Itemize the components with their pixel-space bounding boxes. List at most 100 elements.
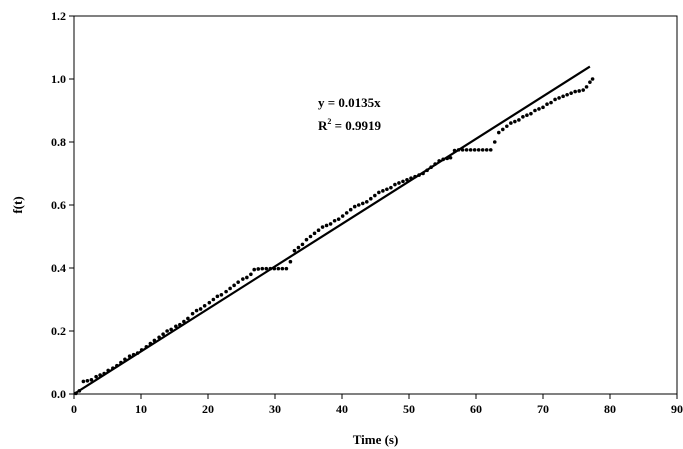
data-point: [421, 171, 425, 176]
data-point: [460, 148, 465, 152]
data-point: [364, 200, 369, 204]
data-point: [186, 316, 190, 321]
data-point: [89, 378, 94, 382]
x-tick-label: 20: [202, 402, 214, 416]
data-point: [312, 231, 317, 236]
data-point: [304, 237, 309, 242]
data-point: [525, 113, 529, 118]
data-point: [320, 225, 325, 229]
data-point: [77, 389, 82, 393]
data-point: [300, 242, 305, 247]
x-tick-label: 80: [604, 402, 616, 416]
data-point: [328, 222, 333, 226]
r-squared-superscript: 2: [327, 117, 331, 126]
data-point: [397, 181, 401, 185]
data-point: [385, 187, 389, 192]
r-squared-label: R2 = 0.9919: [318, 117, 382, 133]
data-point: [194, 308, 199, 313]
data-point: [236, 280, 240, 284]
data-point: [590, 77, 595, 81]
data-point: [157, 335, 161, 340]
data-point: [381, 189, 385, 193]
data-point: [332, 218, 337, 223]
data-point: [182, 319, 186, 324]
data-point: [292, 248, 297, 253]
data-point: [537, 107, 541, 111]
data-point: [256, 267, 261, 271]
data-point: [316, 228, 321, 232]
data-point: [360, 201, 365, 206]
data-point: [517, 118, 521, 122]
data-point: [232, 283, 236, 288]
data-point: [588, 80, 592, 84]
data-point: [393, 182, 397, 187]
data-point: [501, 127, 505, 132]
data-point: [464, 148, 469, 152]
data-point: [165, 329, 169, 333]
x-tick-label: 0: [71, 402, 77, 416]
data-point: [344, 211, 349, 215]
data-point: [445, 156, 449, 161]
data-point: [106, 368, 110, 373]
data-point: [553, 97, 557, 102]
x-tick-label: 60: [470, 402, 482, 416]
data-point: [401, 179, 405, 184]
data-point: [452, 148, 457, 153]
data-point: [219, 292, 224, 297]
trendline-equation: y = 0.0135x: [318, 95, 381, 110]
data-point: [276, 266, 281, 271]
data-point: [533, 108, 537, 113]
data-point: [207, 300, 212, 305]
data-point: [513, 119, 517, 124]
data-point: [521, 115, 525, 119]
data-point: [224, 289, 228, 294]
data-point: [356, 203, 361, 207]
data-point: [252, 267, 257, 272]
data-point: [245, 275, 249, 280]
y-tick-label: 0.2: [51, 324, 66, 338]
data-point: [581, 88, 585, 92]
data-point: [468, 148, 473, 152]
r-squared-value: = 0.9919: [331, 118, 381, 133]
data-points: [74, 77, 595, 396]
y-tick-label: 1.0: [51, 72, 66, 86]
data-point: [541, 105, 545, 110]
data-point: [324, 223, 329, 228]
data-point: [413, 174, 417, 179]
data-point: [352, 204, 357, 209]
data-point: [296, 245, 301, 250]
data-point: [119, 360, 123, 365]
data-point: [131, 352, 136, 357]
data-point: [249, 272, 253, 277]
x-tick-label: 70: [537, 402, 549, 416]
data-point: [284, 266, 289, 271]
data-point: [545, 102, 549, 106]
data-point: [529, 111, 533, 116]
data-point: [81, 379, 86, 384]
data-point: [561, 94, 565, 99]
data-point: [98, 373, 102, 377]
data-point: [437, 159, 441, 163]
data-point: [389, 185, 393, 190]
data-point: [472, 148, 477, 152]
data-point: [505, 124, 509, 129]
x-tick-label: 40: [336, 402, 348, 416]
y-tick-label: 0.4: [51, 261, 66, 275]
data-point: [268, 266, 273, 271]
data-point: [215, 294, 220, 299]
data-point: [456, 148, 461, 152]
data-point: [280, 266, 285, 271]
data-point: [348, 207, 353, 212]
data-point: [488, 148, 493, 152]
data-point: [565, 92, 569, 97]
data-point: [288, 259, 293, 264]
r-squared-prefix: R: [318, 118, 328, 133]
data-point: [433, 162, 437, 166]
data-point: [573, 89, 577, 94]
data-point: [429, 165, 433, 169]
data-point: [577, 89, 581, 93]
y-axis-title: f(t): [10, 196, 25, 213]
data-point: [85, 378, 90, 383]
x-tick-label: 90: [671, 402, 683, 416]
